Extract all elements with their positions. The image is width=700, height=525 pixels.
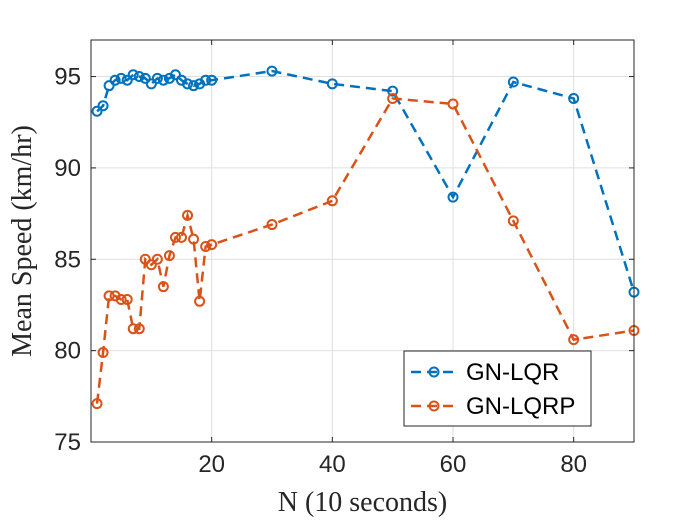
data-point [145,259,157,271]
data-point [91,398,103,410]
data-point [103,80,115,92]
data-point [127,323,139,335]
y-tick-label: 80 [54,338,81,365]
data-point [200,240,212,252]
data-point [121,74,133,86]
data-point [568,92,580,104]
data-point [139,253,151,265]
data-point [133,71,145,83]
data-point [194,295,206,307]
x-tick-label: 60 [440,451,467,478]
x-axis-title: N (10 seconds) [278,487,448,518]
data-point [97,346,109,358]
plot-border [90,39,635,443]
data-point [326,78,338,90]
data-point [188,80,200,92]
data-point [387,85,399,97]
data-point [109,74,121,86]
legend-entry: GN-LQR [411,359,559,386]
data-point [326,195,338,207]
data-point [115,293,127,305]
legend-marker [428,400,440,412]
data-point [115,72,127,84]
data-point [97,100,109,112]
y-tick-label: 85 [54,246,81,273]
series-line [95,97,635,404]
data-point [568,334,580,346]
data-point [266,219,278,231]
data-point [91,105,103,117]
series-layer [91,65,640,410]
data-point [151,253,163,265]
y-axis-title: Mean Speed (km/hr) [7,125,38,357]
data-point [266,65,278,77]
data-point [206,74,218,86]
x-tick-label: 20 [198,451,225,478]
data-point [145,78,157,90]
data-point [169,231,181,243]
y-tick-label: 95 [54,64,81,91]
data-point [447,98,459,110]
ticks: 20 40 60 80 75 80 85 90 95 [54,40,634,478]
legend: GN-LQR GN-LQRP [403,350,592,427]
x-tick-label: 80 [560,451,587,478]
data-point [447,191,459,203]
data-point [507,215,519,227]
legend-marker [428,366,440,378]
data-point [387,92,399,104]
legend-label: GN-LQR [466,359,559,386]
series-line [96,69,636,293]
y-tick-label: 75 [54,429,81,456]
legend-label: GN-LQRP [466,393,575,420]
data-point [200,74,212,86]
data-point [127,69,139,81]
data-point [157,281,169,293]
data-point [103,290,115,302]
data-point [188,233,200,245]
data-point [206,239,218,251]
data-point [139,72,151,84]
series-1 [91,65,640,298]
data-point [182,209,194,221]
y-tick-label: 90 [54,155,81,182]
data-point [507,76,519,88]
data-point [176,231,187,243]
data-point [182,78,194,90]
x-tick-label: 40 [319,451,346,478]
data-point [151,72,163,84]
data-point [121,293,133,305]
data-point [163,250,175,262]
legend-entry: GN-LQRP [411,393,575,420]
data-point [133,323,145,335]
legend-items: GN-LQR GN-LQRP [411,359,575,420]
legend-box [403,350,592,427]
data-point [157,74,169,86]
data-point [169,69,181,81]
